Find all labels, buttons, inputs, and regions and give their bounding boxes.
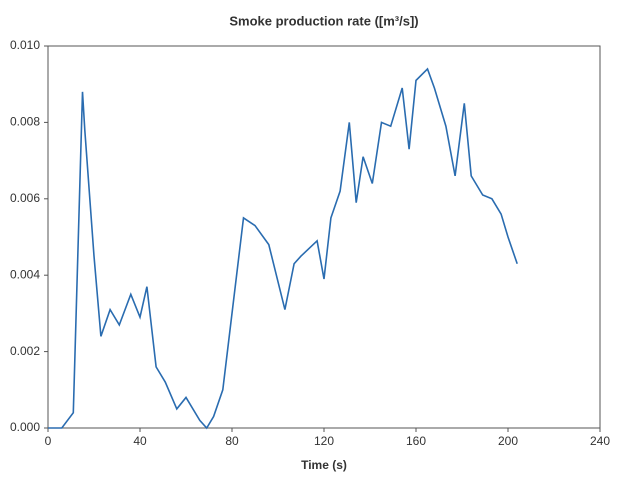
y-tick-label: 0.004 (10, 267, 40, 281)
x-tick-label: 240 (590, 434, 610, 448)
chart-title: Smoke production rate ([m³/s]) (229, 13, 418, 28)
y-tick-label: 0.008 (10, 115, 40, 129)
plot-frame (47, 45, 601, 429)
y-tick-label: 0.002 (10, 344, 40, 358)
y-tick-label: 0.000 (10, 420, 40, 434)
x-tick-label: 120 (314, 434, 334, 448)
data-line (48, 67, 518, 430)
x-axis-label: Time (s) (301, 458, 347, 472)
y-tick-label: 0.010 (10, 38, 40, 52)
x-tick-label: 0 (45, 434, 52, 448)
x-tick-label: 160 (406, 434, 426, 448)
x-tick-label: 80 (225, 434, 239, 448)
x-tick-label: 200 (498, 434, 518, 448)
y-tick-label: 0.006 (10, 191, 40, 205)
x-tick-label: 40 (133, 434, 147, 448)
